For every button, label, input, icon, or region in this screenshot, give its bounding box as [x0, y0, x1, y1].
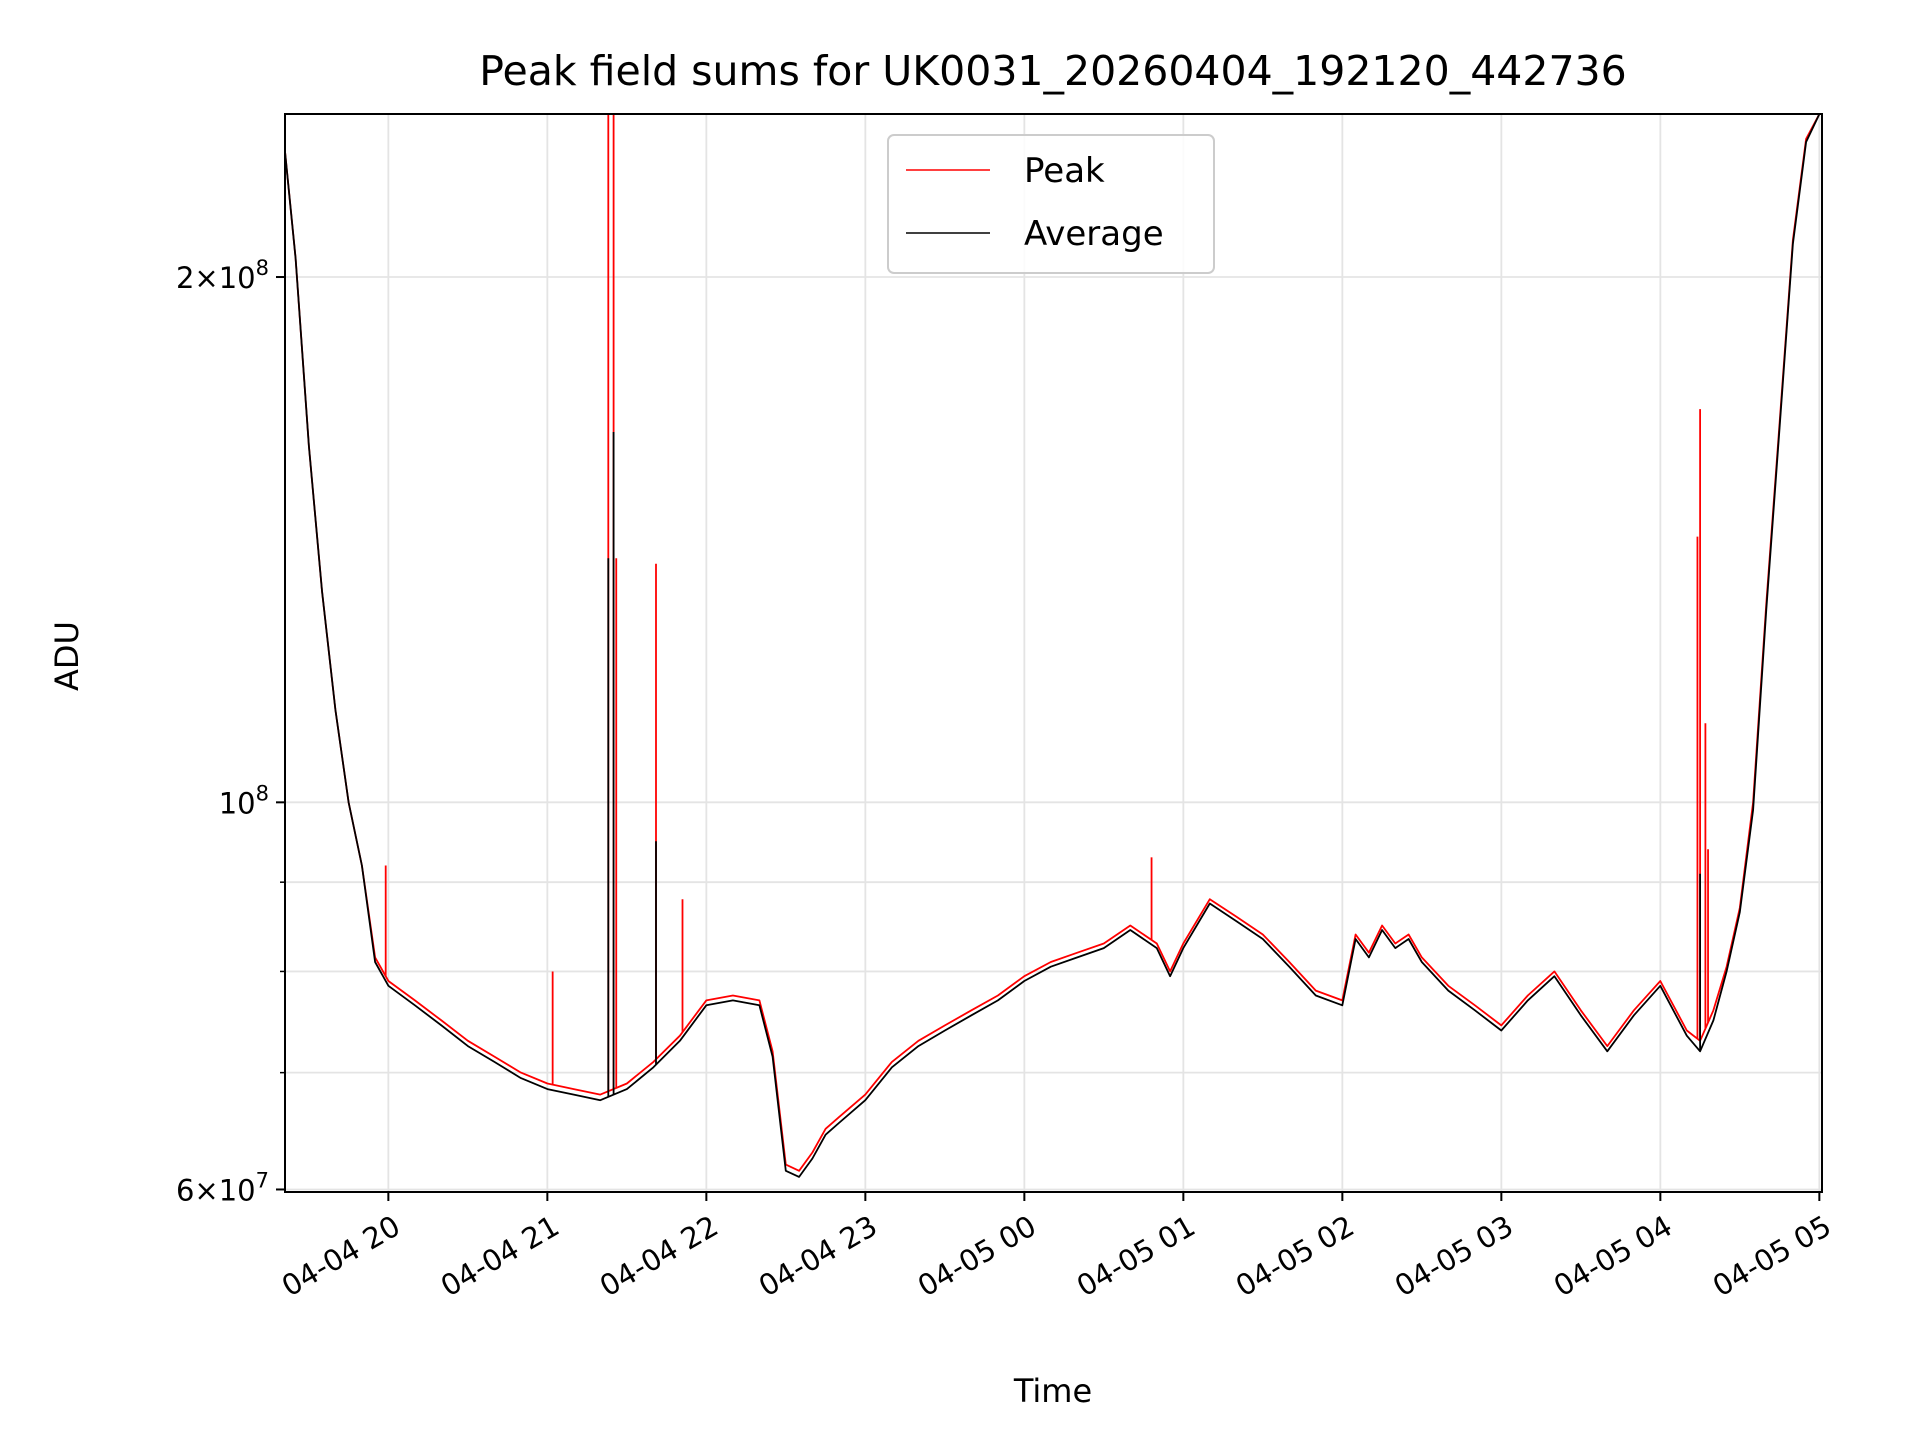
y-axis-label: ADU: [48, 621, 86, 691]
series-line-peak: [284, 113, 1821, 1172]
plot-data: [284, 113, 1821, 1178]
legend-label-peak: Peak: [1024, 151, 1105, 191]
x-axis-label: Time: [1013, 1372, 1092, 1410]
legend: Peak Average: [887, 134, 1215, 274]
y-tick-label: 2×108: [176, 256, 269, 295]
series-line-average: [284, 113, 1821, 1178]
legend-label-average: Average: [1024, 214, 1164, 254]
y-tick-label: 108: [219, 781, 269, 820]
chart-title: Peak field sums for UK0031_20260404_1921…: [479, 47, 1626, 95]
grid: [285, 114, 1822, 1192]
y-tick-label: 6×107: [176, 1168, 269, 1207]
plot-frame: [284, 113, 1823, 1193]
